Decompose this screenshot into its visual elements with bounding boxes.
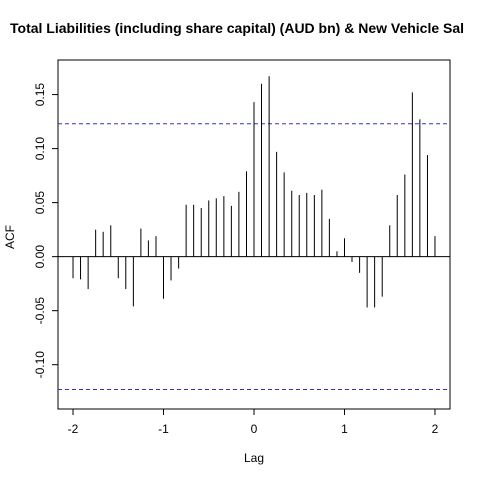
y-tick-label: 0.10 (33, 137, 47, 161)
chart-title: Total Liabilities (including share capit… (10, 20, 464, 36)
y-tick-label: 0.00 (33, 245, 47, 269)
y-tick-label: -0.05 (33, 297, 47, 325)
y-tick-label: -0.10 (33, 351, 47, 379)
x-tick-label: 2 (432, 422, 439, 436)
x-tick-label: -1 (158, 422, 169, 436)
x-tick-label: -2 (68, 422, 79, 436)
y-axis-label: ACF (3, 225, 17, 249)
x-tick-label: 1 (341, 422, 348, 436)
y-tick-label: 0.05 (33, 191, 47, 215)
x-tick-label: 0 (251, 422, 258, 436)
y-tick-label: 0.15 (33, 83, 47, 107)
x-axis-label: Lag (244, 451, 264, 465)
